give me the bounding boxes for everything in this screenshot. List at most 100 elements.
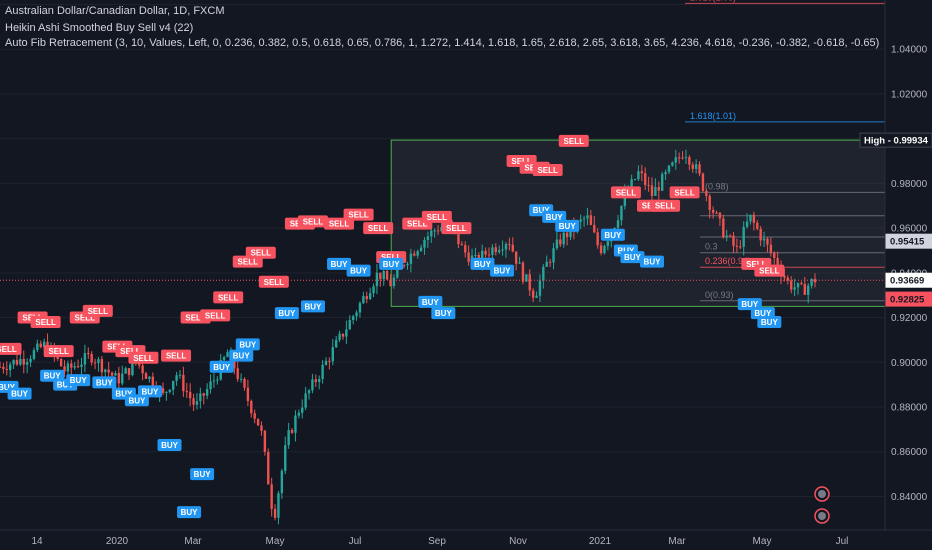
candle-body[interactable] [151, 376, 155, 388]
candle-body[interactable] [104, 369, 107, 373]
candle-body[interactable] [212, 380, 216, 382]
candle-body[interactable] [813, 279, 817, 283]
candle-body[interactable] [752, 214, 756, 223]
candle-body[interactable] [114, 373, 117, 376]
candle-body[interactable] [691, 164, 694, 169]
sell-signal-label[interactable]: SELL [441, 222, 472, 235]
candle-body[interactable] [42, 341, 46, 348]
candle-body[interactable] [355, 312, 358, 317]
candle-body[interactable] [301, 407, 304, 413]
buy-signal-label[interactable]: BUY [490, 264, 515, 277]
event-marker-icon[interactable] [814, 508, 830, 524]
candle-body[interactable] [654, 187, 657, 196]
candle-body[interactable] [338, 333, 341, 340]
candle-body[interactable] [433, 230, 436, 232]
candle-body[interactable] [362, 296, 365, 304]
candle-body[interactable] [423, 239, 426, 248]
candle-body[interactable] [711, 209, 715, 213]
candle-body[interactable] [36, 343, 39, 351]
candle-body[interactable] [311, 379, 314, 391]
candle-body[interactable] [521, 262, 525, 282]
candle-body[interactable] [742, 226, 745, 247]
candle-body[interactable] [199, 393, 202, 402]
candle-body[interactable] [589, 215, 593, 225]
candle-body[interactable] [294, 415, 297, 433]
candle-body[interactable] [409, 253, 413, 264]
candle-body[interactable] [334, 339, 338, 348]
candle-body[interactable] [633, 179, 637, 181]
candle-body[interactable] [640, 171, 644, 174]
candle-body[interactable] [718, 212, 722, 219]
candle-body[interactable] [205, 389, 209, 396]
candle-body[interactable] [328, 360, 331, 362]
candle-body[interactable] [5, 369, 8, 371]
candle-body[interactable] [555, 239, 559, 249]
buy-signal-label[interactable]: BUY [431, 307, 456, 320]
candle-body[interactable] [202, 393, 205, 396]
candle-body[interactable] [2, 366, 5, 370]
candle-body[interactable] [637, 171, 640, 180]
candle-body[interactable] [474, 254, 477, 256]
sell-signal-label[interactable]: SELL [258, 275, 289, 288]
candle-body[interactable] [195, 401, 199, 405]
indicator-legend-heikin-ashi[interactable]: Heikin Ashi Smoothed Buy Sell v4 (22) [5, 22, 194, 34]
candle-body[interactable] [324, 360, 328, 365]
candle-body[interactable] [216, 379, 219, 381]
candle-body[interactable] [783, 275, 786, 278]
buy-signal-label[interactable]: BUY [346, 264, 371, 277]
candle-body[interactable] [22, 358, 25, 365]
candle-body[interactable] [90, 354, 93, 363]
sell-signal-label[interactable]: SELL [532, 163, 563, 176]
candle-body[interactable] [32, 350, 36, 359]
candle-body[interactable] [236, 368, 239, 380]
price-tag[interactable]: 0.92825 [885, 291, 932, 307]
candle-body[interactable] [756, 222, 759, 229]
symbol-title[interactable]: Australian Dollar/Canadian Dollar, 1D, F… [5, 5, 225, 17]
candle-body[interactable] [270, 484, 273, 509]
candle-body[interactable] [144, 373, 148, 379]
sell-signal-label[interactable]: SELL [200, 309, 231, 322]
buy-signal-label[interactable]: BUY [209, 360, 234, 373]
buy-signal-label[interactable]: BUY [300, 300, 325, 313]
sell-signal-label[interactable]: SELL [421, 210, 452, 223]
candle-body[interactable] [222, 357, 226, 360]
sell-signal-label[interactable]: SELL [245, 246, 276, 259]
candle-body[interactable] [256, 418, 260, 426]
sell-signal-label[interactable]: SELL [43, 345, 74, 358]
candle-body[interactable] [138, 363, 141, 366]
candle-body[interactable] [287, 430, 290, 446]
candle-body[interactable] [182, 374, 185, 392]
candle-body[interactable] [280, 470, 284, 494]
candle-body[interactable] [168, 389, 171, 392]
candle-body[interactable] [467, 252, 470, 262]
candle-body[interactable] [759, 228, 762, 241]
candle-body[interactable] [701, 173, 705, 191]
candle-body[interactable] [314, 379, 318, 382]
candle-body[interactable] [803, 284, 807, 295]
candle-body[interactable] [491, 247, 494, 255]
candle-body[interactable] [793, 287, 796, 290]
buy-signal-label[interactable]: BUY [418, 295, 443, 308]
candle-body[interactable] [97, 359, 100, 363]
candle-body[interactable] [406, 263, 409, 266]
buy-signal-label[interactable]: BUY [470, 257, 495, 270]
candle-body[interactable] [93, 362, 97, 364]
candle-body[interactable] [728, 235, 732, 237]
buy-signal-label[interactable]: BUY [555, 219, 580, 232]
candle-body[interactable] [790, 280, 793, 290]
candle-body[interactable] [542, 266, 545, 281]
candle-body[interactable] [511, 244, 514, 252]
candle-body[interactable] [290, 430, 294, 433]
candle-body[interactable] [565, 232, 569, 238]
candle-body[interactable] [59, 358, 63, 367]
candle-body[interactable] [769, 244, 773, 253]
candle-body[interactable] [83, 353, 87, 365]
candle-body[interactable] [800, 282, 803, 285]
candle-body[interactable] [277, 493, 280, 518]
candle-body[interactable] [148, 376, 151, 379]
candle-body[interactable] [127, 368, 131, 376]
candle-body[interactable] [19, 358, 22, 365]
candle-body[interactable] [786, 277, 790, 281]
candle-body[interactable] [413, 253, 416, 256]
